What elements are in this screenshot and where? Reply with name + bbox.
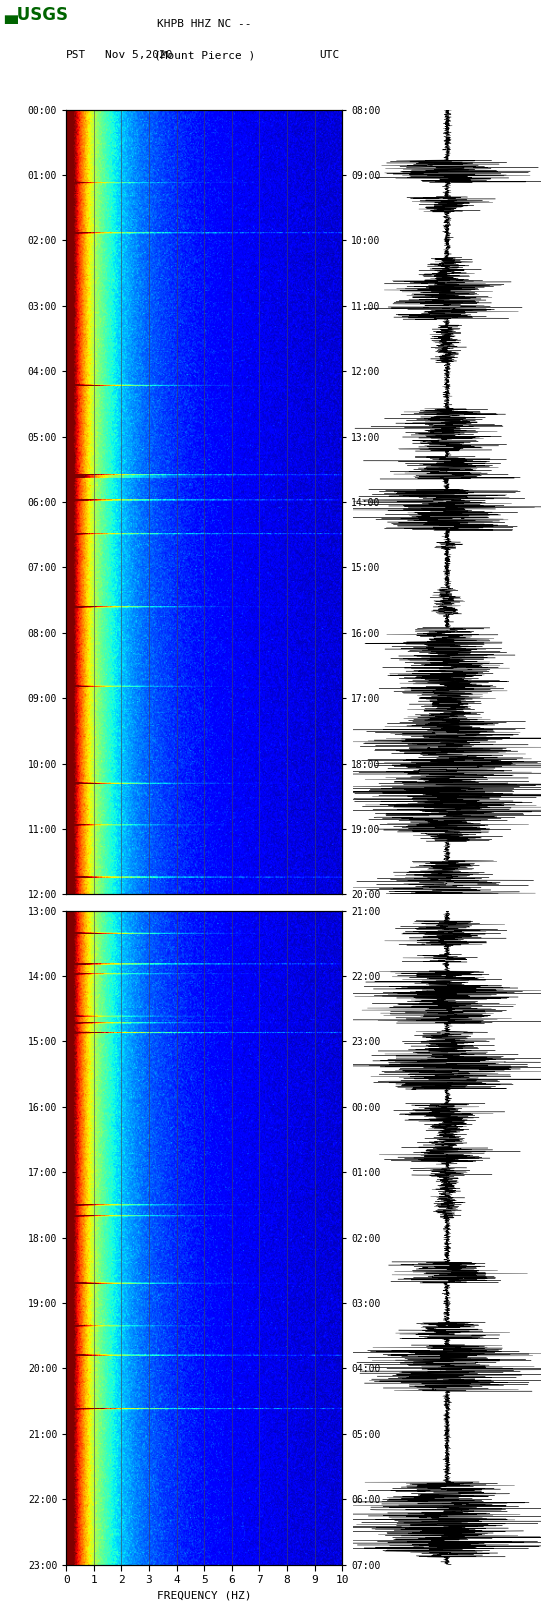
Text: Nov 5,2020: Nov 5,2020 [105,50,172,60]
Text: KHPB HHZ NC --: KHPB HHZ NC -- [157,19,252,29]
X-axis label: FREQUENCY (HZ): FREQUENCY (HZ) [157,1590,252,1600]
Text: (Mount Pierce ): (Mount Pierce ) [153,50,255,60]
Text: ▄USGS: ▄USGS [4,6,68,24]
Text: UTC: UTC [319,50,339,60]
Text: PST: PST [66,50,87,60]
